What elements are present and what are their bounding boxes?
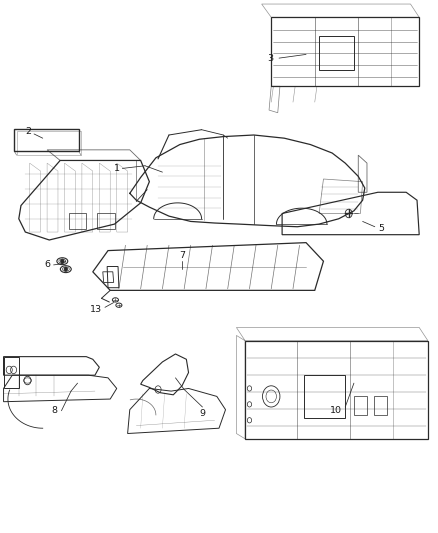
Text: 6: 6 — [44, 261, 50, 269]
Text: 3: 3 — [267, 54, 273, 62]
Text: 13: 13 — [90, 305, 102, 314]
Text: 5: 5 — [378, 224, 384, 233]
Text: 1: 1 — [114, 164, 120, 173]
Text: 10: 10 — [330, 406, 342, 415]
Text: 7: 7 — [179, 252, 185, 261]
Text: 9: 9 — [199, 409, 205, 418]
Circle shape — [64, 267, 67, 271]
Text: 2: 2 — [25, 127, 32, 136]
Text: 8: 8 — [52, 406, 57, 415]
Circle shape — [60, 259, 64, 263]
